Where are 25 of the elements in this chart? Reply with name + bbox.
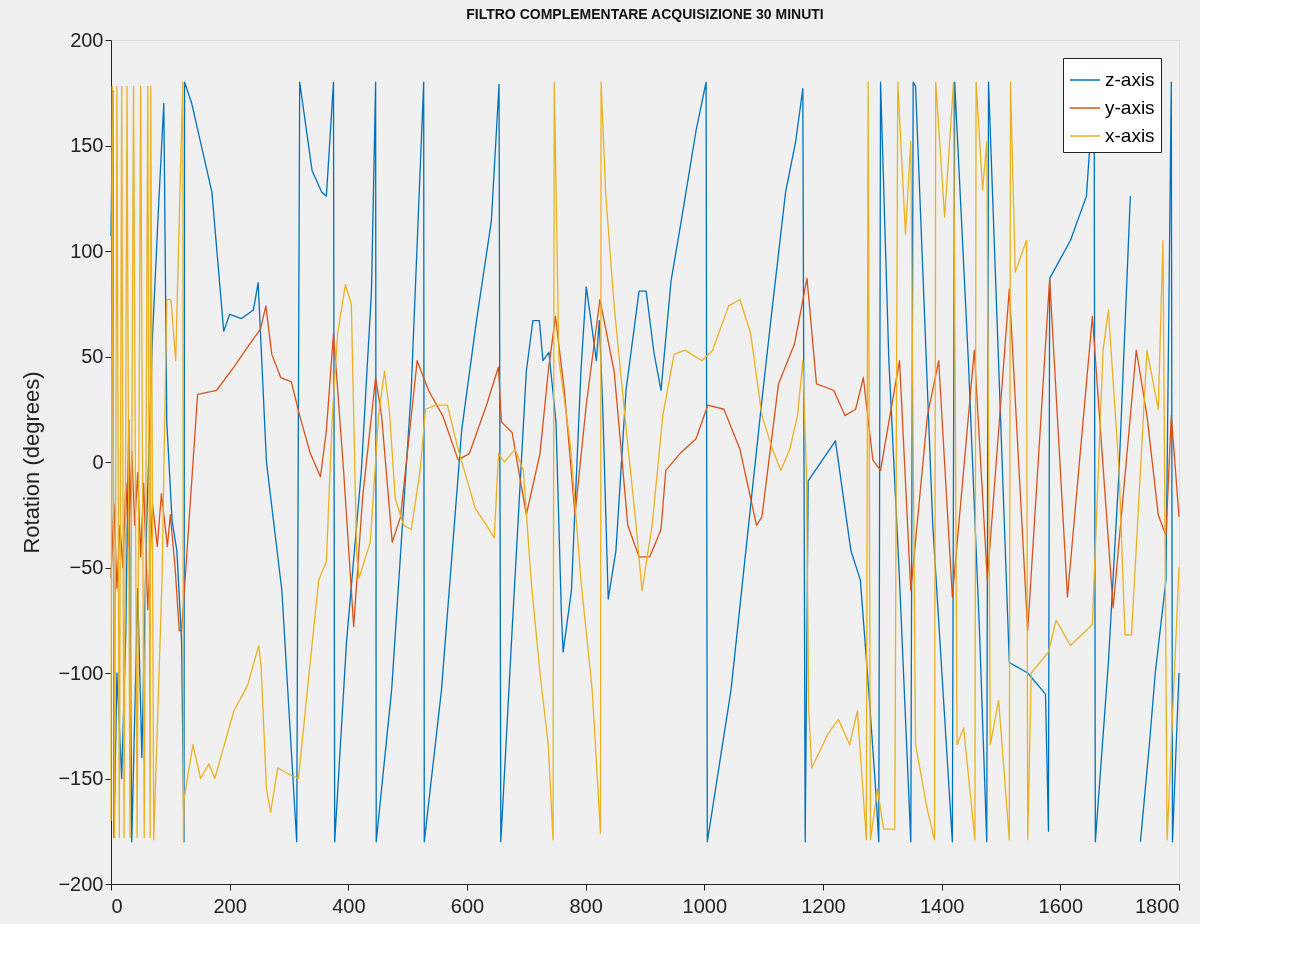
- y-tick-label: 50: [81, 345, 104, 367]
- legend-label: x-axis: [1105, 125, 1155, 146]
- x-tick-label: 0: [111, 894, 123, 917]
- legend-label: z-axis: [1105, 69, 1155, 90]
- x-tick-label: 1400: [919, 894, 965, 917]
- chart-title: FILTRO COMPLEMENTARE ACQUISIZIONE 30 MINUTI: [466, 6, 824, 22]
- y-tick-label: 0: [92, 450, 104, 473]
- line-series: [110, 277, 1180, 632]
- x-tick-label: 600: [450, 894, 485, 917]
- legend-label: y-axis: [1105, 97, 1155, 118]
- x-tick-label: 1000: [682, 894, 728, 917]
- y-tick-label: −150: [58, 767, 104, 789]
- x-tick-label: 800: [569, 894, 603, 917]
- y-tick-label: −100: [58, 661, 104, 684]
- x-tick-label: 400: [332, 894, 366, 917]
- y-tick-label: 100: [70, 239, 104, 262]
- y-axis-title: Rotation (degrees): [19, 371, 45, 554]
- y-tick-label: 150: [70, 134, 104, 156]
- y-tick-label: −50: [69, 556, 104, 578]
- x-tick-label: 1600: [1038, 894, 1084, 917]
- y-tick-label: −200: [58, 872, 104, 895]
- x-tick-label: 1800: [1135, 894, 1180, 917]
- y-tick-label: 200: [70, 28, 104, 51]
- x-tick-label: 200: [213, 894, 247, 917]
- x-tick-label: 1200: [801, 894, 846, 917]
